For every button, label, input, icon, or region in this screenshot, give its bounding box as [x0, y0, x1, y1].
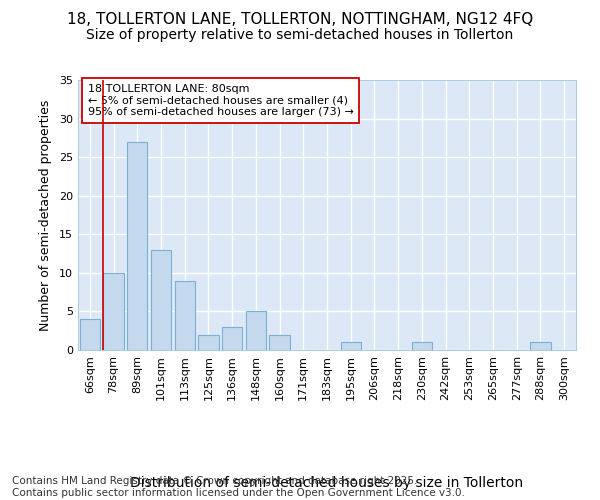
Text: Contains HM Land Registry data © Crown copyright and database right 2025.
Contai: Contains HM Land Registry data © Crown c…: [12, 476, 465, 498]
Bar: [246, 312, 266, 350]
Bar: [530, 342, 551, 350]
Text: 18 TOLLERTON LANE: 80sqm
← 5% of semi-detached houses are smaller (4)
95% of sem: 18 TOLLERTON LANE: 80sqm ← 5% of semi-de…: [88, 84, 354, 117]
Bar: [269, 334, 290, 350]
Bar: [222, 327, 242, 350]
Text: Size of property relative to semi-detached houses in Tollerton: Size of property relative to semi-detach…: [86, 28, 514, 42]
Bar: [199, 334, 218, 350]
Bar: [127, 142, 148, 350]
Bar: [412, 342, 432, 350]
Bar: [151, 250, 171, 350]
Y-axis label: Number of semi-detached properties: Number of semi-detached properties: [39, 100, 52, 330]
Bar: [341, 342, 361, 350]
Bar: [80, 319, 100, 350]
Text: 18, TOLLERTON LANE, TOLLERTON, NOTTINGHAM, NG12 4FQ: 18, TOLLERTON LANE, TOLLERTON, NOTTINGHA…: [67, 12, 533, 28]
Bar: [175, 280, 195, 350]
Bar: [103, 273, 124, 350]
X-axis label: Distribution of semi-detached houses by size in Tollerton: Distribution of semi-detached houses by …: [130, 476, 524, 490]
